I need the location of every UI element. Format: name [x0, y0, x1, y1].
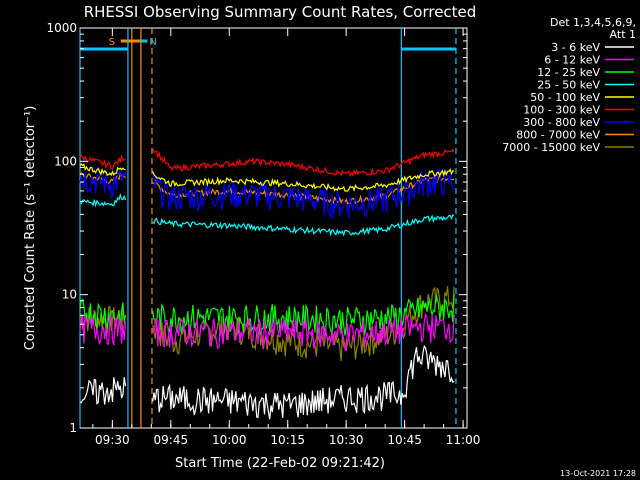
plot-frame: [79, 27, 468, 429]
series-line-2-seg1: [152, 293, 455, 336]
series-line-5-seg1: [152, 148, 455, 177]
plot-area: [79, 27, 468, 429]
legend-header-line-2: Att 1: [610, 28, 636, 41]
x-axis-label: Start Time (22-Feb-02 09:21:42): [175, 456, 385, 471]
legend-header-line-1: Det 1,3,4,5,6,9,: [550, 16, 636, 29]
axes: 1 10 100 1000 09:30 09:45 10:00 10:15 10:30 10:45…: [46, 21, 480, 447]
y-tick-label-1000: 1000: [46, 21, 77, 35]
legend-label-1: 6 - 12 keV: [544, 54, 600, 67]
series-line-0-seg1: [152, 344, 455, 420]
series-line-0-seg0: [79, 377, 127, 405]
series-line-1-seg1: [152, 312, 455, 352]
series-line-1-seg0: [79, 314, 127, 346]
series-line-4-seg1: [152, 168, 455, 192]
vertical-markers: [79, 28, 457, 428]
x-tick-label-09:45: 09:45: [154, 433, 189, 447]
y-axis-label: Corrected Count Rate (s⁻¹ detector⁻¹): [23, 106, 38, 351]
chart-title: RHESSI Observing Summary Count Rates, Co…: [84, 3, 477, 21]
x-tick-label-09:30: 09:30: [95, 433, 130, 447]
series-line-4-seg0: [79, 163, 126, 177]
flag-label-night: N: [149, 37, 156, 48]
legend-label-0: 3 - 6 keV: [551, 41, 600, 54]
x-tick-label-10:00: 10:00: [212, 433, 247, 447]
series-line-3-seg1: [152, 214, 455, 237]
series-line-8-seg1: [152, 286, 455, 362]
legend-label-7: 800 - 7000 keV: [516, 129, 600, 142]
legend-label-6: 300 - 800 keV: [523, 116, 600, 129]
x-tick-label-10:45: 10:45: [387, 433, 422, 447]
series-line-7-seg1: [152, 174, 455, 205]
legend-label-5: 100 - 300 keV: [523, 104, 600, 117]
x-tick-label-10:15: 10:15: [270, 433, 305, 447]
legend-label-4: 50 - 100 keV: [530, 91, 600, 104]
y-tick-label-100: 100: [54, 154, 77, 168]
x-tick-label-11:00: 11:00: [446, 433, 481, 447]
series-line-3-seg0: [79, 192, 127, 208]
legend-label-2: 12 - 25 keV: [537, 66, 600, 79]
flag-label-saa: S: [109, 37, 115, 48]
y-tick-label-10: 10: [62, 288, 77, 302]
footer-date: 13-Oct-2021 17:28: [560, 469, 636, 478]
series-line-6-seg1: [152, 167, 455, 219]
series-layer: [79, 148, 455, 420]
y-tick-label-1: 1: [69, 421, 77, 435]
series-line-6-seg0: [79, 166, 127, 200]
legend-label-3: 25 - 50 keV: [537, 79, 600, 92]
legend-label-8: 7000 - 15000 keV: [502, 141, 600, 154]
x-tick-label-10:30: 10:30: [329, 433, 364, 447]
